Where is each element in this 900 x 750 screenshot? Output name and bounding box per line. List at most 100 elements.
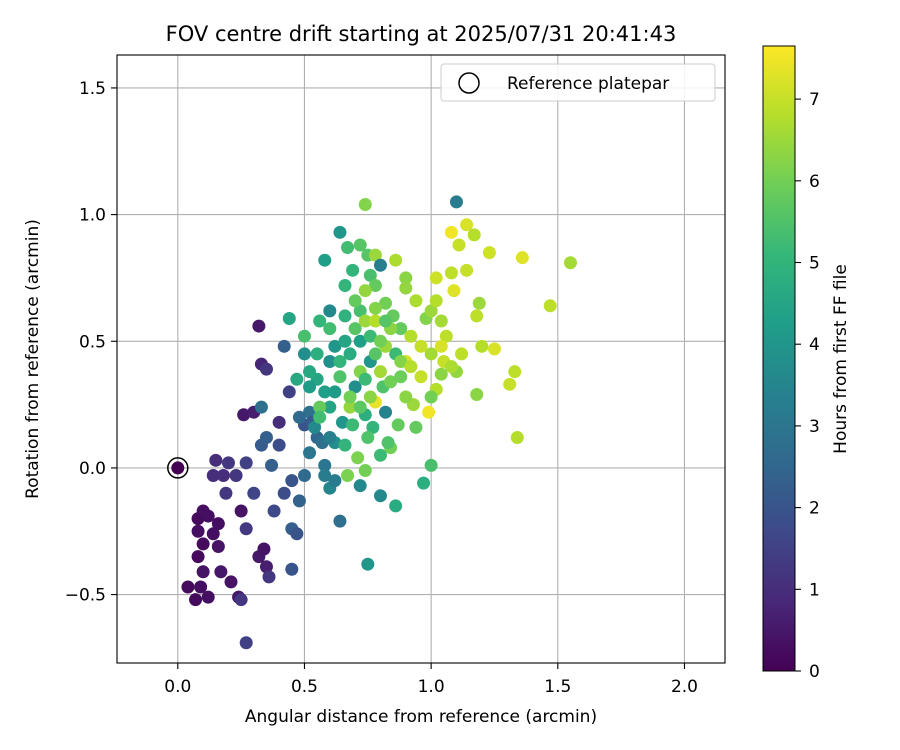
data-point	[262, 570, 276, 584]
data-point	[272, 438, 286, 452]
data-point	[363, 329, 377, 343]
reference-marker	[167, 457, 189, 479]
x-tick-label: 0.0	[164, 677, 191, 697]
data-point	[313, 410, 327, 424]
y-axis-label: Rotation from reference (arcmin)	[23, 219, 43, 499]
data-point	[429, 271, 443, 285]
data-point	[510, 431, 524, 445]
data-point	[234, 504, 248, 518]
legend-label: Reference platepar	[507, 74, 669, 94]
data-point	[196, 565, 210, 579]
y-tick-label: 1.0	[79, 206, 106, 226]
data-point	[414, 370, 428, 384]
data-point	[333, 355, 347, 369]
data-point	[563, 256, 577, 270]
data-point	[194, 580, 208, 594]
data-point	[358, 197, 372, 211]
y-tick-label: 0.0	[79, 459, 106, 479]
data-point	[389, 499, 403, 513]
data-point	[449, 195, 463, 209]
data-point	[394, 370, 408, 384]
data-point	[323, 431, 337, 445]
data-point	[328, 385, 342, 399]
data-point	[272, 415, 286, 429]
data-point	[219, 486, 233, 500]
data-point	[290, 527, 304, 541]
data-point	[328, 339, 342, 353]
data-point	[439, 329, 453, 343]
data-point	[292, 494, 306, 508]
y-axis: −0.5 0.0 0.5 1.0 1.5	[65, 79, 117, 606]
data-point	[391, 418, 405, 432]
legend-open-circle-marker	[458, 72, 480, 94]
data-point	[348, 322, 362, 336]
data-point	[285, 562, 299, 576]
data-point	[424, 304, 438, 318]
data-point	[424, 390, 438, 404]
data-point	[404, 329, 418, 343]
data-point	[323, 304, 337, 318]
data-point	[303, 405, 317, 419]
plot-frame	[116, 54, 726, 664]
data-point	[487, 342, 501, 356]
data-point	[444, 360, 458, 374]
data-point	[333, 370, 347, 384]
data-point	[290, 372, 304, 386]
data-point	[363, 268, 377, 282]
data-point	[277, 339, 291, 353]
data-point	[361, 557, 375, 571]
data-point	[379, 405, 393, 419]
data-point	[333, 514, 347, 528]
data-point	[308, 420, 322, 434]
data-point	[434, 314, 448, 328]
data-point	[346, 418, 360, 432]
data-point	[358, 314, 372, 328]
data-point	[341, 241, 355, 255]
data-point	[424, 347, 438, 361]
data-point	[470, 309, 484, 323]
x-axis-label: Angular distance from reference (arcmin)	[245, 707, 597, 727]
data-point	[237, 408, 251, 422]
data-point	[224, 575, 238, 589]
colorbar-tick-label: 1	[809, 580, 820, 600]
x-axis: 0.0 0.5 1.0 1.5 2.0	[164, 663, 698, 697]
data-point	[201, 509, 215, 523]
data-point	[444, 225, 458, 239]
data-point	[211, 517, 225, 531]
data-point	[508, 365, 522, 379]
x-tick-label: 2.0	[671, 677, 698, 697]
data-point	[455, 347, 469, 361]
data-point	[196, 537, 210, 551]
data-point	[333, 225, 347, 239]
data-point	[394, 355, 408, 369]
data-point	[353, 334, 367, 348]
colorbar-tick-label: 7	[809, 90, 820, 110]
data-point	[384, 375, 398, 389]
colorbar-ticks: 0 1 2 3 4 5 6 7	[795, 90, 820, 682]
x-tick-label: 1.0	[418, 677, 445, 697]
data-point	[429, 294, 443, 308]
data-point	[460, 263, 474, 277]
data-point	[358, 372, 372, 386]
data-point	[368, 248, 382, 262]
data-point	[259, 431, 273, 445]
data-point	[247, 486, 261, 500]
data-point	[297, 329, 311, 343]
data-point	[297, 469, 311, 483]
data-point	[282, 385, 296, 399]
reference-platepar-marker	[167, 457, 189, 479]
data-point	[338, 334, 352, 348]
colorbar-tick-label: 5	[809, 254, 820, 274]
data-point	[282, 311, 296, 325]
data-point	[257, 542, 271, 556]
data-point	[313, 400, 327, 414]
data-point	[353, 479, 367, 493]
data-point	[310, 347, 324, 361]
data-point	[373, 258, 387, 272]
data-point	[239, 522, 253, 536]
data-point	[351, 451, 365, 465]
data-point	[404, 360, 418, 374]
legend-box	[440, 63, 716, 102]
colorbar-tick-label: 0	[809, 662, 820, 682]
data-point	[303, 446, 317, 460]
